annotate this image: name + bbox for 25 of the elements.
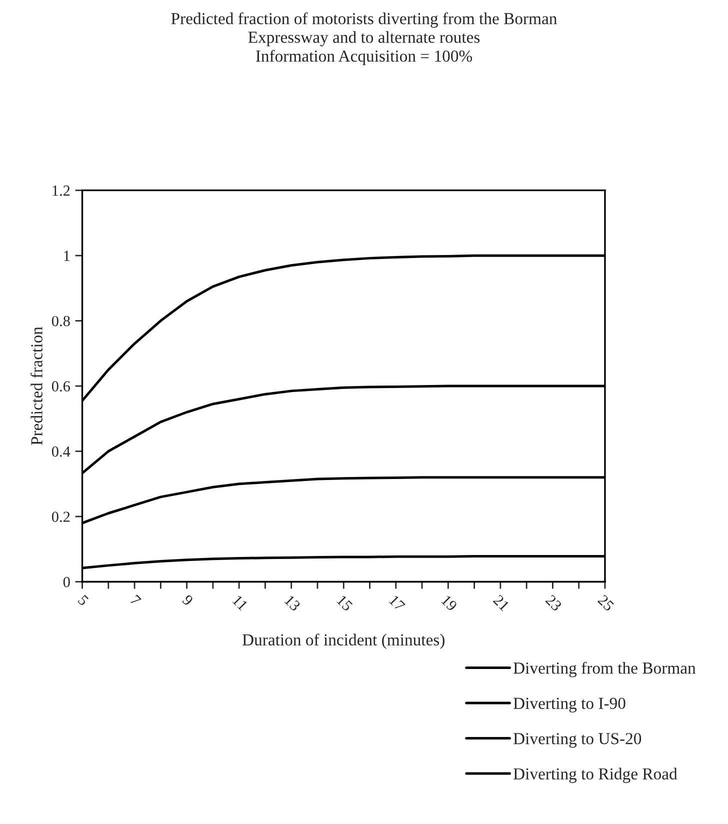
x-tick-label: 21 [492, 594, 510, 612]
x-axis-title: Duration of incident (minutes) [242, 634, 444, 649]
y-tick-label: 1 [64, 250, 70, 261]
y-axis-title: Predicted fraction [30, 326, 42, 446]
y-tick-label: 0.6 [52, 381, 70, 392]
x-tick-label: 17 [388, 594, 406, 612]
x-tick-label: 7 [130, 594, 142, 606]
x-tick-label: 23 [545, 594, 562, 612]
y-tick-label: 1.2 [52, 186, 70, 196]
chart-title: Predicted fraction of motorists diverting from the Borman Expressway and to alternate routes Information Acquisition = 100% [171, 12, 557, 66]
y-tick-label: 0.2 [52, 512, 70, 522]
x-tick-label: 11 [232, 594, 248, 611]
legend-label: Diverting to Ridge Road [514, 768, 678, 783]
y-tick-label: 0.8 [52, 316, 70, 326]
x-tick-label: 19 [441, 594, 458, 612]
y-tick-label: 0 [63, 576, 70, 588]
x-tick-label: 25 [597, 594, 615, 612]
legend-label: Diverting to I-90 [514, 698, 626, 712]
x-tick-label: 5 [77, 594, 90, 606]
y-tick-label: 0.4 [52, 446, 70, 457]
x-tick-label: 13 [284, 594, 301, 612]
x-tick-label: 15 [336, 594, 354, 612]
legend-label: Diverting from the Borman [514, 662, 696, 678]
legend-label: Diverting to US-20 [514, 733, 642, 748]
x-tick-label: 9 [182, 594, 194, 606]
